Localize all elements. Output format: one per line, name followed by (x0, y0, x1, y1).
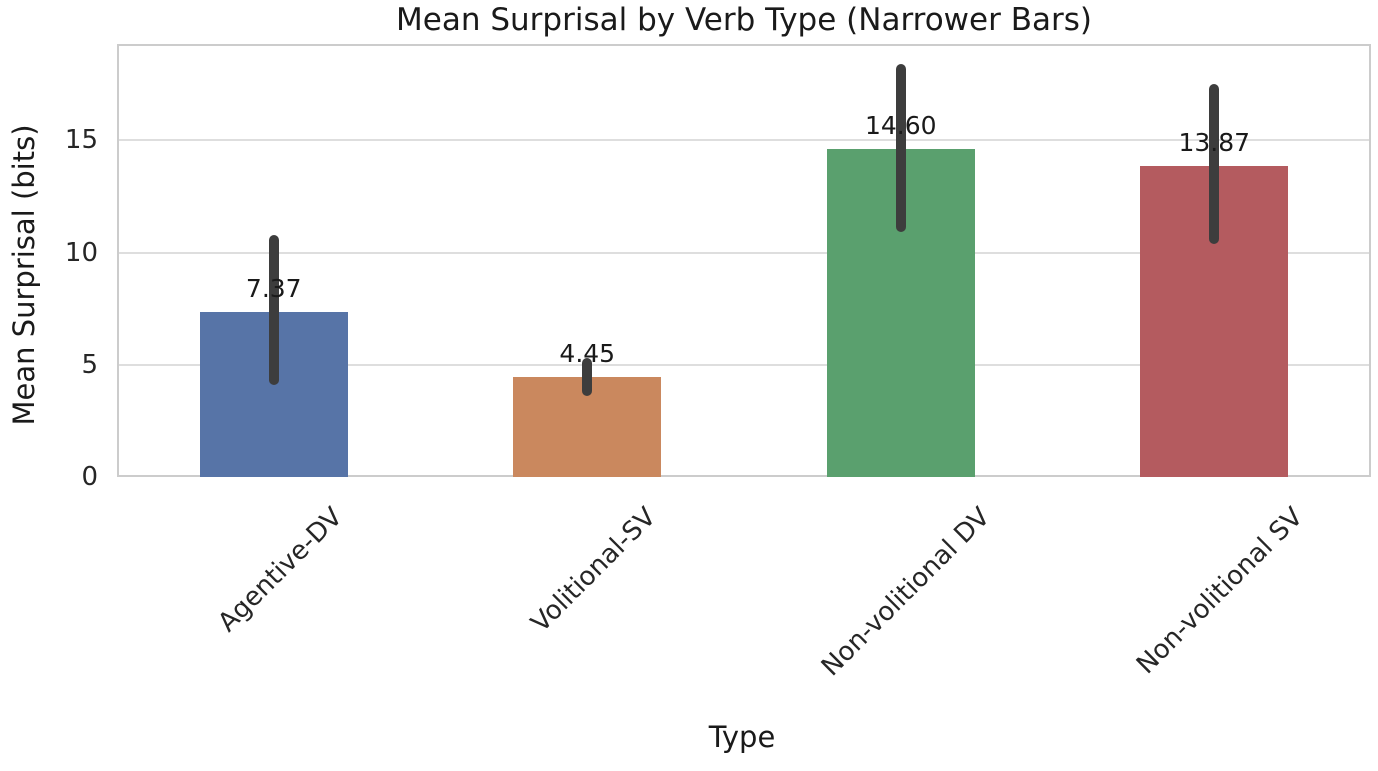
x-tick-label: Non-volitional DV (815, 502, 997, 683)
x-tick-label: Agentive-DV (212, 502, 349, 638)
y-tick-label: 10 (64, 237, 98, 268)
y-tick-label: 5 (81, 349, 98, 380)
gridline (119, 139, 1369, 142)
error-bar (268, 234, 279, 385)
chart-title: Mean Surprisal by Verb Type (Narrower Ba… (396, 2, 1092, 38)
value-label: 14.60 (864, 111, 937, 141)
error-bar (895, 64, 906, 233)
error-bar (582, 358, 593, 397)
y-tick-label: 0 (81, 462, 98, 492)
value-label: 7.37 (245, 273, 302, 303)
x-axis-label: Type (708, 720, 776, 754)
x-tick-label: Non-volitional SV (1130, 502, 1309, 681)
gridline (119, 251, 1369, 254)
x-tick-label: Volitional-SV (525, 502, 663, 639)
value-label: 13.87 (1178, 127, 1251, 157)
plot-area: 7.37 4.45 14.60 13.87 (117, 44, 1371, 477)
error-bar (1209, 84, 1220, 244)
value-label: 4.45 (559, 339, 616, 369)
gridline (119, 363, 1369, 366)
y-tick-label: 15 (64, 125, 98, 156)
